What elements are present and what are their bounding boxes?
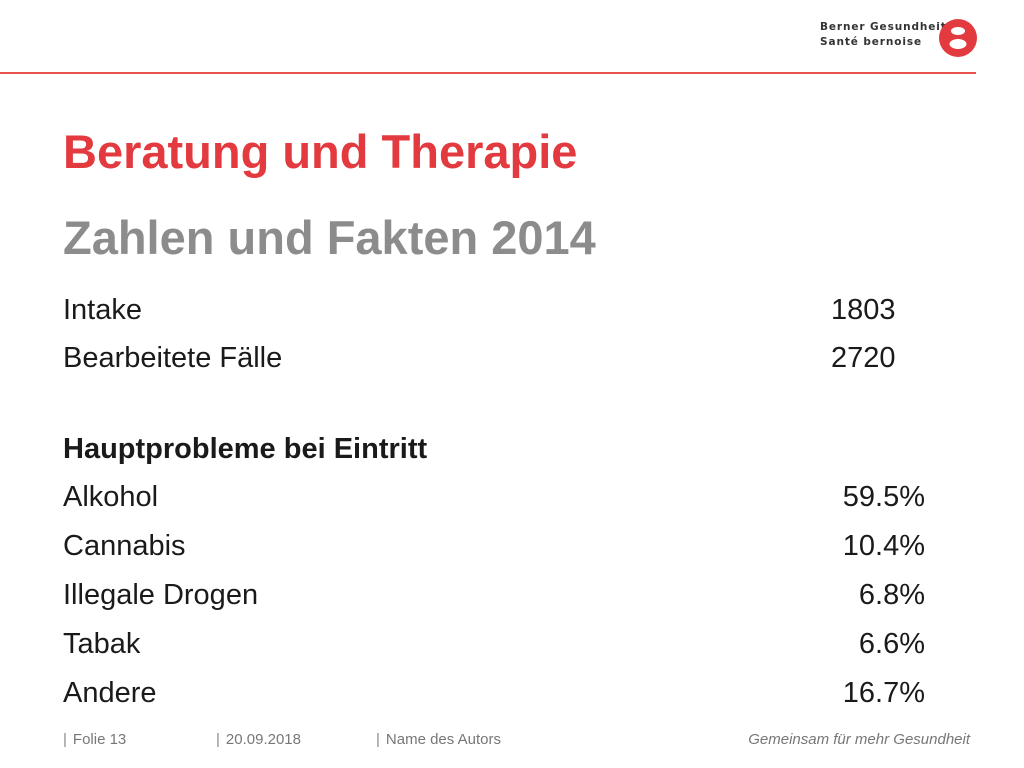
problem-value-andere: 16.7%	[842, 677, 925, 709]
problem-value-illegale-drogen: 6.8%	[858, 579, 925, 611]
problem-value-alkohol: 59.5%	[842, 481, 925, 513]
footer-separator: |	[376, 731, 380, 748]
header-divider	[0, 72, 976, 74]
section-heading: Hauptprobleme bei Eintritt	[63, 433, 428, 465]
footer-separator: |	[63, 731, 67, 748]
footer-author: | Name des Autors	[376, 731, 501, 748]
problem-label-alkohol: Alkohol	[63, 481, 159, 513]
berner-gesundheit-logo-icon	[939, 19, 977, 57]
footer-author-text: Name des Autors	[385, 731, 501, 748]
footer-slide-number-text: Folie 13	[72, 731, 127, 748]
footer-slide-number: | Folie 13	[63, 731, 126, 748]
problem-label-andere: Andere	[63, 677, 157, 709]
brand-name: Berner Gesundheit Santé bernoise	[820, 20, 947, 50]
problem-label-illegale-drogen: Illegale Drogen	[63, 579, 259, 611]
problem-label-tabak: Tabak	[63, 628, 141, 660]
footer-separator: |	[216, 731, 220, 748]
problem-label-cannabis: Cannabis	[63, 530, 186, 562]
brand-line-german: Berner Gesundheit	[820, 21, 947, 33]
footer-tagline: Gemeinsam für mehr Gesundheit	[748, 731, 970, 748]
stat-value-intake: 1803	[831, 294, 896, 326]
stat-value-bearbeitete-faelle: 2720	[831, 342, 896, 374]
footer-date-text: 20.09.2018	[225, 731, 301, 748]
problem-value-tabak: 6.6%	[858, 628, 925, 660]
slide-subtitle: Zahlen und Fakten 2014	[63, 211, 596, 264]
slide-title: Beratung und Therapie	[63, 125, 578, 178]
brand-line-french: Santé bernoise	[820, 36, 922, 48]
stat-label-intake: Intake	[63, 294, 142, 326]
problem-value-cannabis: 10.4%	[842, 530, 925, 562]
stat-label-bearbeitete-faelle: Bearbeitete Fälle	[63, 342, 283, 374]
footer-date: | 20.09.2018	[216, 731, 301, 748]
